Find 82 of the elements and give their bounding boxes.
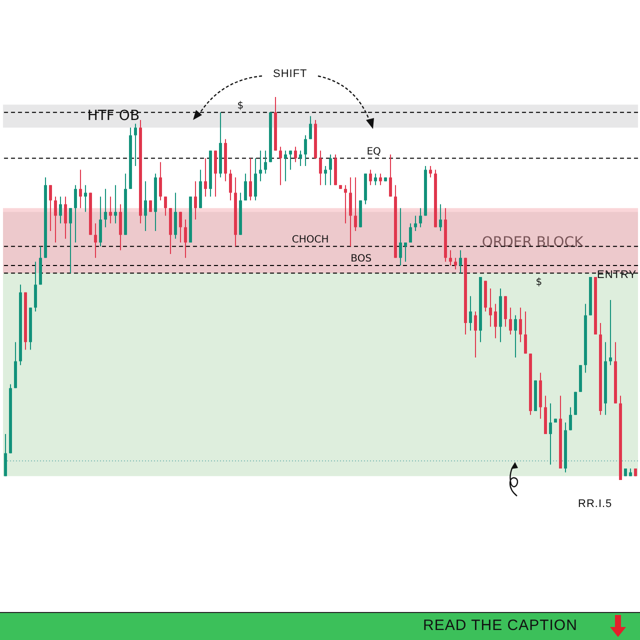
band-label: ORDER BLOCK [482, 234, 584, 251]
candlestick [474, 310, 477, 358]
candlestick [114, 184, 117, 224]
candlestick [524, 310, 527, 354]
candlestick [369, 169, 372, 186]
candlestick [49, 184, 52, 232]
ref-line-label: $ [536, 277, 542, 288]
text: SHIFT [273, 68, 308, 80]
candlestick [454, 257, 457, 270]
candlestick [159, 162, 162, 201]
candlestick [459, 250, 462, 274]
candlestick [64, 196, 67, 240]
candlestick [94, 222, 97, 258]
candlestick [344, 184, 347, 224]
candlestick [179, 211, 182, 244]
candlestick [389, 154, 392, 198]
candlestick [244, 173, 247, 201]
candlestick [119, 204, 122, 251]
candlestick [4, 434, 7, 477]
candlestick [439, 204, 442, 232]
candlestick [144, 180, 147, 232]
annotation: ENTRY [597, 269, 637, 281]
ref-line-label: EQ [366, 146, 382, 158]
candlestick [254, 158, 257, 201]
candlestick [284, 150, 287, 182]
candlestick [74, 184, 77, 244]
candlestick [319, 150, 322, 186]
candlestick [109, 196, 112, 224]
candlestick [324, 165, 327, 186]
candlestick [229, 169, 232, 201]
candlestick [609, 299, 612, 366]
candlestick [259, 150, 262, 182]
candlestick [404, 242, 407, 262]
candlestick [84, 184, 87, 212]
candlestick [469, 296, 472, 332]
candlestick [194, 180, 197, 220]
candlestick [414, 215, 417, 232]
candlestick [54, 196, 57, 244]
candlestick [249, 158, 252, 201]
candlestick [134, 123, 137, 166]
candlestick [409, 222, 412, 244]
candlestick [34, 261, 37, 312]
band-label: HTF OB [87, 108, 140, 124]
candlestick [289, 150, 292, 170]
candlestick [69, 208, 72, 274]
candlestick [504, 296, 507, 328]
ref-line-label: $ [237, 100, 244, 112]
candlestick [164, 196, 167, 216]
candlestick [349, 176, 352, 247]
candlestick [99, 196, 102, 247]
candlestick [379, 173, 382, 186]
candlestick [549, 402, 552, 466]
candlestick [304, 134, 307, 166]
candlestick [374, 173, 377, 186]
candlestick [184, 219, 187, 258]
candlestick [494, 303, 497, 339]
candlestick [59, 196, 62, 224]
candlestick [429, 165, 432, 178]
candlestick [204, 158, 207, 198]
candlestick [279, 146, 282, 186]
candlestick [104, 188, 107, 228]
candlestick [214, 150, 217, 198]
text: READ THE CAPTION [423, 617, 578, 634]
candlestick [399, 208, 402, 266]
candlestick [509, 307, 512, 335]
ref-line-label: CHOCH [292, 234, 329, 246]
candlestick [329, 154, 332, 186]
candlestick [174, 192, 177, 240]
candlestick [569, 406, 572, 431]
candlestick [294, 146, 297, 163]
candlestick [419, 208, 422, 228]
ref-line-label: BOS [350, 254, 372, 265]
text: RR.I.5 [578, 498, 612, 510]
candlestick [449, 250, 452, 266]
candlestick [354, 176, 357, 232]
candlestick [299, 150, 302, 166]
candlestick [264, 150, 267, 174]
candlestick [514, 314, 517, 358]
candlestick [519, 307, 522, 343]
candlestick [309, 116, 312, 140]
candlestick [489, 288, 492, 328]
candlestick [79, 169, 82, 209]
